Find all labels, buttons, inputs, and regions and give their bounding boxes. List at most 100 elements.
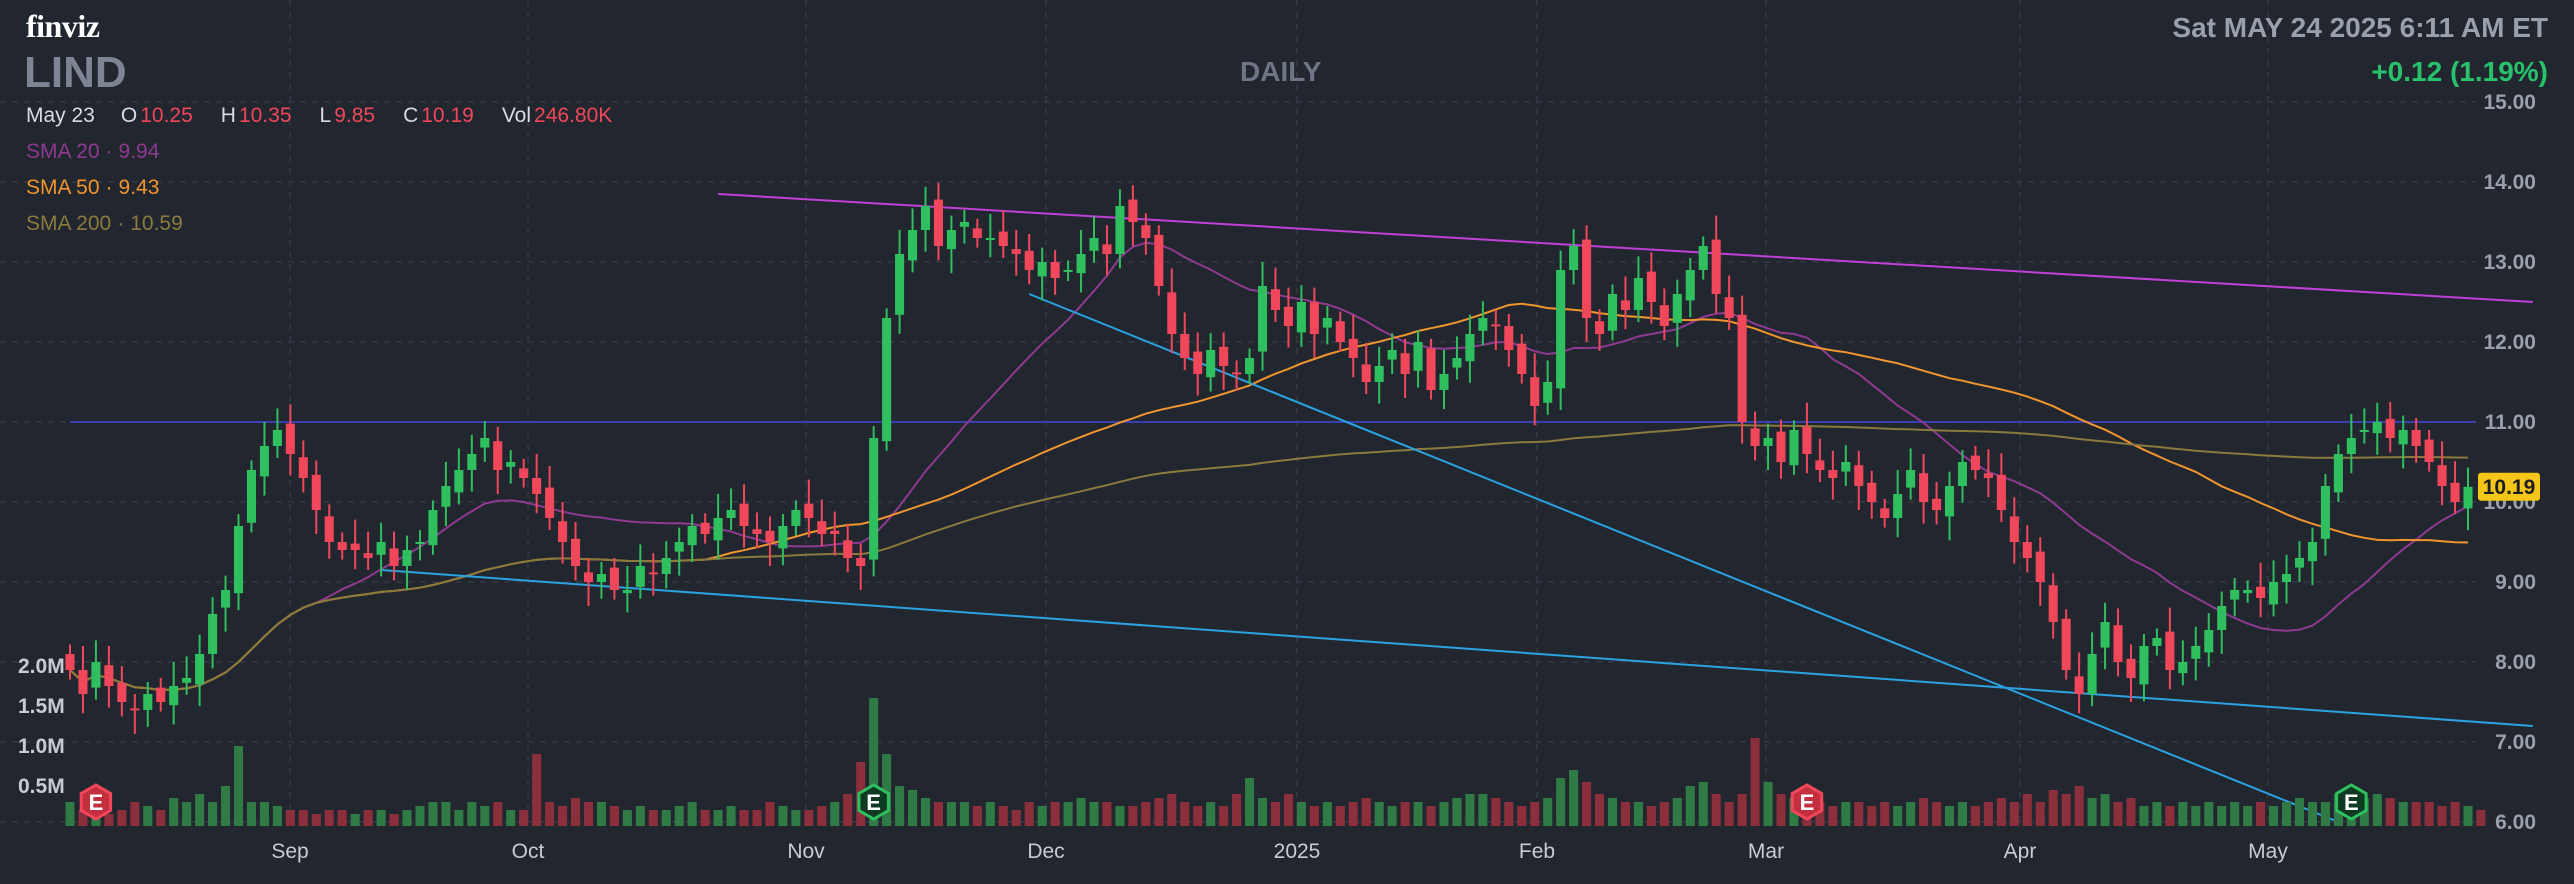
- y-tick-label: 12.00: [2483, 331, 2536, 354]
- volume-bar: [156, 810, 166, 826]
- candle-body: [221, 590, 231, 608]
- candle-body: [2385, 418, 2395, 438]
- candle-body: [1219, 346, 1229, 366]
- volume-bar: [972, 806, 982, 826]
- candle-body: [1867, 482, 1877, 502]
- volume-bar: [2424, 802, 2434, 826]
- sma20-legend[interactable]: SMA 20 · 9.94: [26, 140, 160, 163]
- volume-bar: [2113, 802, 2123, 826]
- sma200-legend[interactable]: SMA 200 · 10.59: [26, 212, 183, 235]
- candle-body: [2100, 622, 2110, 648]
- volume-bar: [2022, 794, 2032, 826]
- volume-bar: [1413, 802, 1423, 826]
- volume-bar: [1957, 802, 1968, 826]
- candle-body: [454, 470, 464, 493]
- candle-body: [350, 543, 360, 550]
- close-label: C: [403, 104, 419, 127]
- candle-body: [1335, 321, 1345, 342]
- candle-body: [182, 678, 192, 683]
- volume-bar: [2061, 794, 2071, 826]
- volume-tick-label: 0.5M: [18, 775, 65, 798]
- candle-body: [1491, 324, 1501, 327]
- volume-bar: [1206, 802, 1216, 826]
- volume-bar: [778, 806, 788, 826]
- volume-bar: [1154, 798, 1164, 826]
- volume-bar: [2385, 798, 2395, 826]
- volume-bar: [700, 810, 710, 826]
- candle-body: [998, 231, 1008, 246]
- volume-label: Vol: [501, 104, 532, 127]
- candle-body: [791, 510, 801, 526]
- candle-body: [985, 238, 995, 240]
- candle-body: [869, 438, 879, 560]
- candle-body: [1944, 486, 1955, 517]
- candle-body: [830, 530, 840, 534]
- candle-body: [1802, 426, 1812, 454]
- chart-grid: [0, 0, 2476, 826]
- candle-body: [91, 662, 101, 688]
- volume-bar: [1582, 782, 1592, 826]
- candle-body: [2217, 606, 2227, 630]
- volume-bar: [2165, 806, 2175, 826]
- volume-bar: [908, 790, 918, 826]
- candle-body: [2281, 574, 2292, 582]
- candle-body: [2126, 658, 2136, 678]
- volume-bar: [2230, 802, 2240, 826]
- trendlines: [381, 193, 2533, 823]
- candle-body: [1530, 377, 1540, 406]
- x-axis: Sep Oct Nov Dec 2025 Feb Mar Apr May: [271, 840, 2288, 863]
- volume-bar: [337, 810, 347, 826]
- volume-bar: [169, 798, 179, 826]
- volume-bar: [804, 810, 814, 826]
- volume-bar: [2398, 802, 2408, 826]
- volume-bar: [130, 802, 140, 826]
- sma50-legend[interactable]: SMA 50 · 9.43: [26, 176, 160, 199]
- y-tick-label: 6.00: [2495, 811, 2536, 834]
- candle-body: [1063, 270, 1073, 272]
- candle-body: [1646, 271, 1656, 302]
- volume-bar: [2074, 786, 2084, 826]
- volume-bar: [635, 806, 645, 826]
- volume-bar: [622, 810, 632, 826]
- candle-body: [648, 572, 658, 575]
- candle-body: [1361, 364, 1371, 382]
- candle-body: [687, 526, 697, 546]
- candle-body: [1789, 430, 1799, 466]
- volume-bar: [259, 802, 269, 826]
- volume-bar: [1128, 806, 1138, 826]
- volume-bar: [1893, 806, 1903, 826]
- earnings-marker: [857, 783, 890, 821]
- volume-bar: [998, 806, 1008, 826]
- candle-body: [972, 228, 982, 238]
- candle-body: [104, 665, 114, 686]
- finviz-logo[interactable]: finviz: [26, 8, 100, 44]
- candle-body: [1076, 254, 1086, 274]
- volume-bar: [272, 806, 282, 826]
- volume-bar: [1906, 802, 1916, 826]
- volume-bar: [480, 806, 490, 826]
- volume-bar: [2243, 806, 2253, 826]
- volume-bar: [104, 814, 114, 826]
- last-price-box: [2478, 472, 2540, 501]
- open-label: O: [120, 104, 138, 127]
- volume-bar: [2035, 802, 2045, 826]
- volume-bar: [1711, 794, 1721, 826]
- candle-body: [2009, 516, 2019, 542]
- candle-body: [1504, 326, 1514, 350]
- candle-body: [1426, 348, 1436, 390]
- volume-bar: [1257, 798, 1268, 826]
- candle-body: [1815, 460, 1825, 470]
- volume-bar: [959, 802, 969, 826]
- candle-body: [1089, 238, 1099, 251]
- candle-body: [635, 566, 645, 587]
- volume-bar: [1478, 794, 1488, 826]
- candle-body: [1763, 438, 1773, 446]
- candle-body: [415, 542, 425, 544]
- volume-bar: [1517, 806, 1527, 826]
- candle-body: [506, 462, 516, 467]
- volume-bar: [1296, 802, 1306, 826]
- sma20-value: 9.94: [118, 140, 160, 163]
- volume-bar: [2281, 802, 2292, 826]
- x-tick-label: Mar: [1748, 840, 1784, 863]
